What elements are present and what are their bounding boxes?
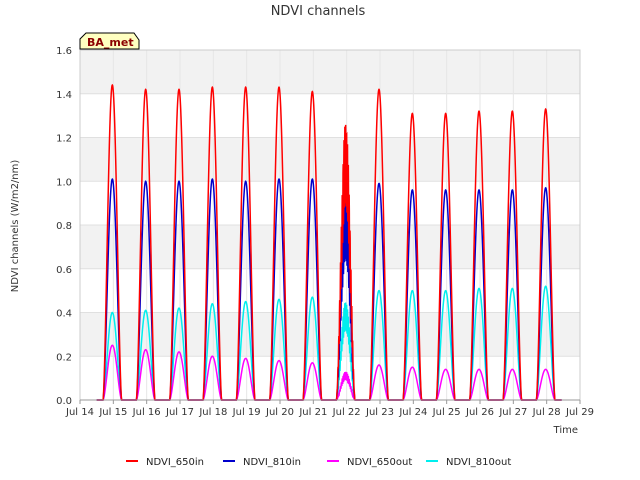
y-tick-label: 1.0: [56, 177, 72, 188]
x-tick-label: Jul 16: [132, 407, 161, 418]
x-tick-label: Jul 23: [365, 407, 394, 418]
x-tick-label: Jul 18: [198, 407, 227, 418]
y-axis-label: NDVI channels (W/m2/nm): [10, 160, 21, 293]
x-tick-label: Jul 14: [65, 407, 94, 418]
x-tick-label: Jul 21: [298, 407, 327, 418]
x-tick-label: Jul 22: [332, 407, 361, 418]
badge-label: BA_met: [87, 36, 134, 49]
x-tick-label: Jul 15: [98, 407, 127, 418]
legend: NDVI_650in NDVI_810in NDVI_650out NDVI_810o…: [126, 457, 511, 468]
x-tick-label: Jul 20: [265, 407, 294, 418]
series-line-ndvi-810in: [96, 178, 562, 401]
x-tick-label: Jul 17: [165, 407, 194, 418]
y-tick-label: 0.8: [56, 221, 72, 232]
legend-label: NDVI_810in: [243, 457, 301, 468]
y-tick-label: 0.4: [56, 309, 72, 320]
site-badge: BA_met: [79, 32, 140, 50]
x-tick-label: Jul 25: [432, 407, 461, 418]
legend-item-ndvi-650out: NDVI_650out: [327, 457, 412, 468]
y-tick-label: 1.6: [56, 46, 72, 57]
background-band: [80, 312, 580, 357]
legend-item-ndvi-650in: NDVI_650in: [126, 457, 204, 468]
background-band: [80, 137, 580, 182]
legend-label: NDVI_810out: [446, 457, 511, 468]
chart-title: NDVI channels: [271, 4, 366, 19]
y-axis-ticks: 0.0 0.2 0.4 0.6 0.8 1.0 1.2 1.4 1.6: [56, 46, 72, 407]
y-tick-label: 0.6: [56, 265, 72, 276]
x-tick-label: Jul 28: [532, 407, 561, 418]
legend-item-ndvi-810in: NDVI_810in: [223, 457, 301, 468]
legend-label: NDVI_650in: [146, 457, 204, 468]
x-tick-label: Jul 24: [398, 407, 427, 418]
y-tick-label: 1.2: [56, 134, 72, 145]
plot-background-bands: [80, 50, 580, 357]
x-tick-label: Jul 19: [232, 407, 261, 418]
y-tick-label: 1.4: [56, 90, 72, 101]
x-tick-label: Jul 26: [465, 407, 494, 418]
x-axis-label: Time: [553, 425, 578, 436]
x-axis-ticks: Jul 14 Jul 15 Jul 16 Jul 17 Jul 18 Jul 19 Jul …: [65, 400, 594, 418]
x-tick-label: Jul 27: [498, 407, 527, 418]
y-tick-label: 0.2: [56, 352, 72, 363]
legend-item-ndvi-810out: NDVI_810out: [426, 457, 511, 468]
legend-label: NDVI_650out: [347, 457, 412, 468]
badge-shape: [79, 32, 140, 50]
x-tick-label: Jul 29: [565, 407, 594, 418]
background-band: [80, 225, 580, 269]
y-tick-label: 0.0: [56, 396, 72, 407]
background-band: [80, 50, 580, 94]
